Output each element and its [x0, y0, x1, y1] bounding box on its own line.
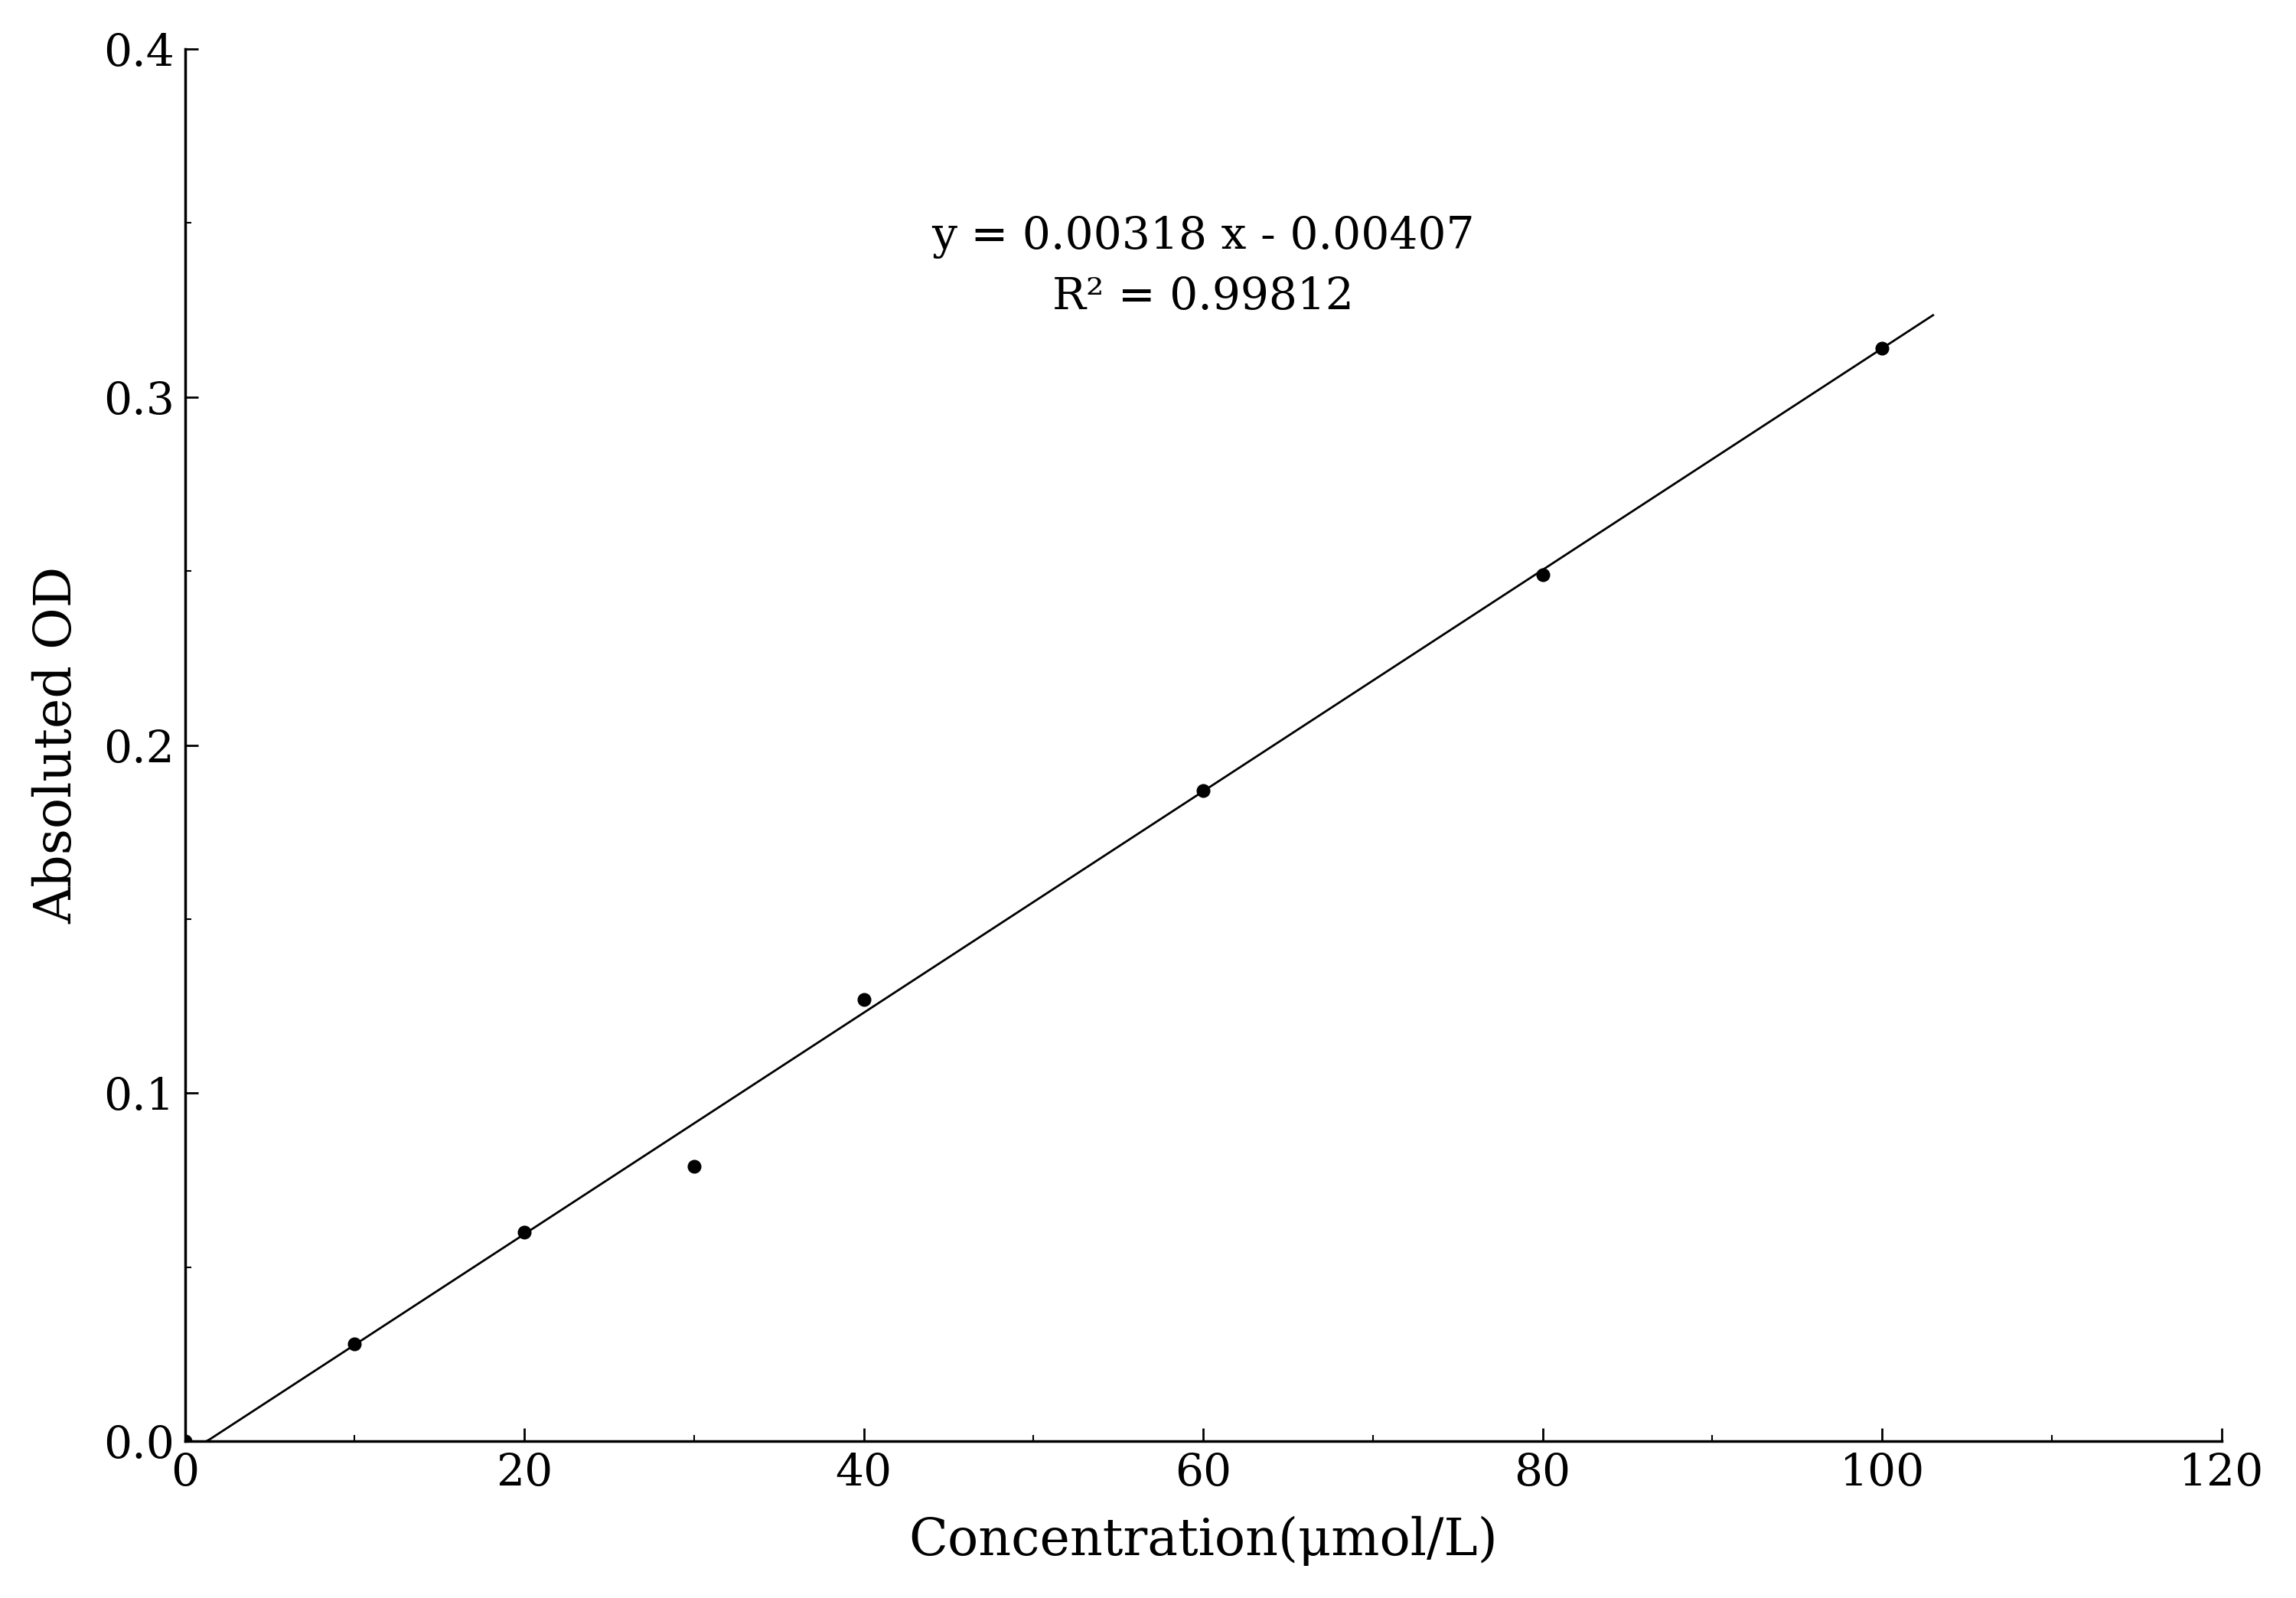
Point [1864, 336, 1901, 361]
Point [845, 986, 882, 1012]
Y-axis label: Absoluted OD: Absoluted OD [32, 566, 83, 924]
Point [335, 1331, 372, 1357]
Point [675, 1154, 712, 1179]
Point [505, 1219, 542, 1245]
Point [1185, 778, 1221, 804]
Point [168, 1429, 204, 1454]
Text: y = 0.00318 x - 0.00407
R² = 0.99812: y = 0.00318 x - 0.00407 R² = 0.99812 [932, 216, 1474, 318]
X-axis label: Concentration(μmol/L): Concentration(μmol/L) [909, 1517, 1497, 1566]
Point [1525, 561, 1561, 586]
